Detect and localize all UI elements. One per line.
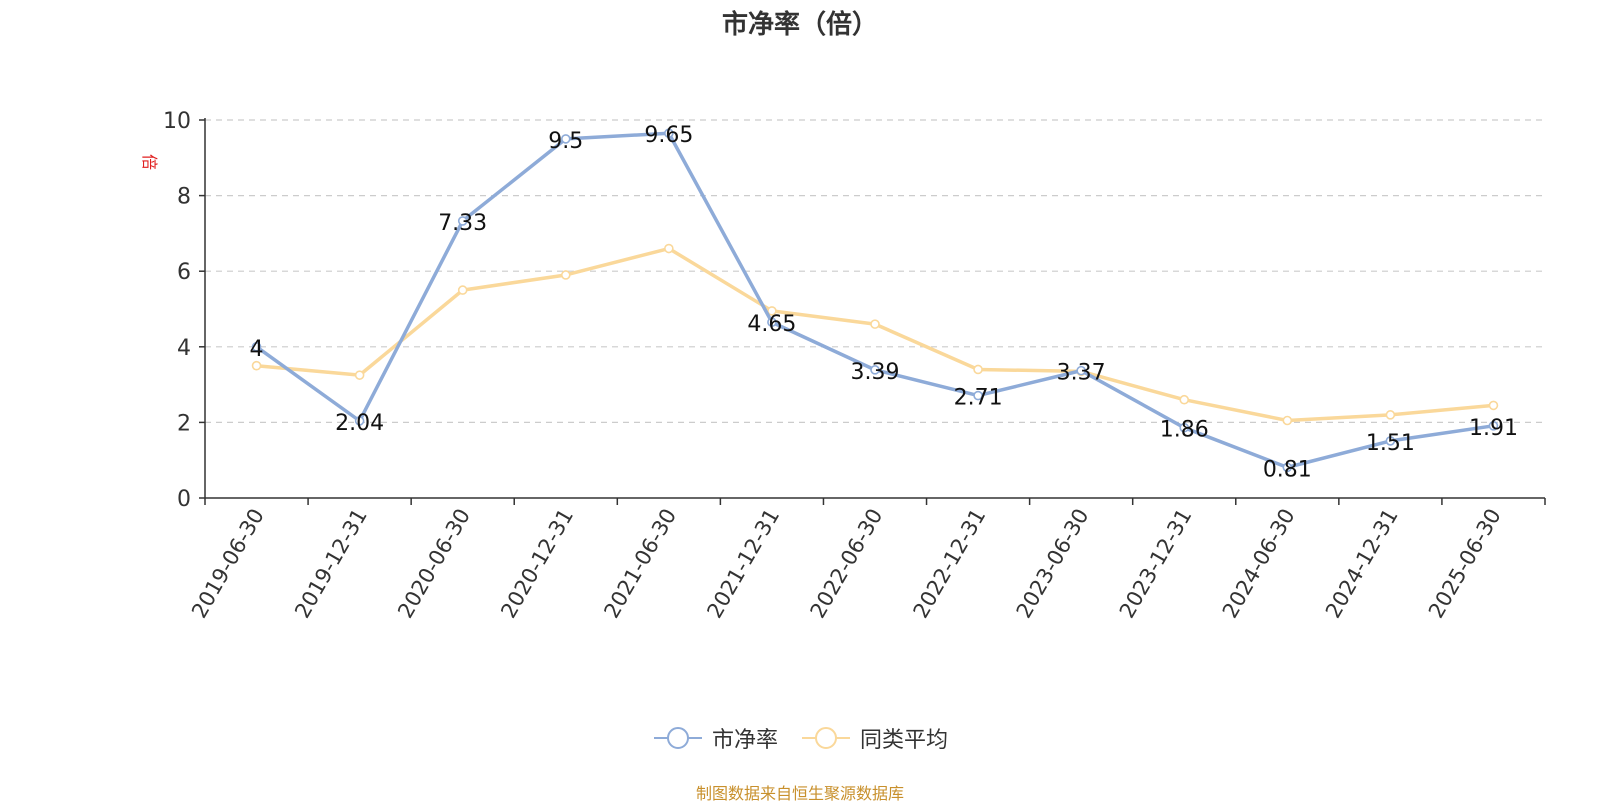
data-label: 9.5 <box>548 129 583 154</box>
source-note: 制图数据来自恒生聚源数据库 <box>695 784 904 803</box>
legend: 市净率 同类平均 <box>0 722 1600 754</box>
data-point[interactable] <box>1488 400 1499 411</box>
y-tick-label: 8 <box>177 185 191 210</box>
legend-item-peer-average[interactable]: 同类平均 <box>800 722 948 754</box>
y-tick-label: 0 <box>177 487 191 512</box>
data-point[interactable] <box>664 243 674 254</box>
data-label: 1.86 <box>1160 418 1209 443</box>
data-point[interactable] <box>870 365 880 375</box>
data-label: 1.91 <box>1469 416 1518 441</box>
x-tick-label: 2019-06-30 <box>187 505 269 623</box>
data-label: 1.51 <box>1366 431 1415 456</box>
data-point[interactable] <box>973 390 983 401</box>
x-tick-label: 2023-12-31 <box>1115 505 1197 623</box>
legend-swatch-icon <box>802 727 850 749</box>
data-point[interactable] <box>457 216 468 226</box>
data-label: 9.65 <box>644 123 693 148</box>
data-label: 2.04 <box>335 411 384 436</box>
data-point[interactable] <box>767 317 777 328</box>
legend-label: 同类平均 <box>860 728 949 753</box>
x-tick-label: 2024-06-30 <box>1218 505 1300 623</box>
x-tick-label: 2020-06-30 <box>393 505 475 623</box>
chart-title: 市净率（倍） <box>721 10 878 40</box>
data-point[interactable] <box>354 370 365 380</box>
data-point[interactable] <box>1385 436 1396 446</box>
data-point[interactable] <box>1282 462 1293 473</box>
data-label: 7.33 <box>438 211 487 236</box>
data-label: 2.71 <box>954 386 1003 411</box>
y-axis-title: 倍 <box>140 154 159 170</box>
data-point[interactable] <box>870 319 880 329</box>
data-point[interactable] <box>1488 421 1499 431</box>
x-tick-label: 2021-12-31 <box>702 505 784 623</box>
x-tick-label: 2022-12-31 <box>909 505 991 623</box>
y-tick-label: 6 <box>177 260 191 285</box>
data-point[interactable] <box>354 416 365 426</box>
data-label: 3.39 <box>851 360 900 385</box>
data-point[interactable] <box>767 306 777 316</box>
data-point[interactable] <box>251 341 262 352</box>
data-label: 3.37 <box>1057 361 1106 386</box>
data-point[interactable] <box>251 360 262 371</box>
data-point[interactable] <box>973 364 983 375</box>
legend-swatch-icon <box>653 727 702 749</box>
x-tick-label: 2023-06-30 <box>1012 505 1094 623</box>
series-line-pb-ratio <box>255 131 1494 470</box>
y-tick-label: 10 <box>163 109 191 134</box>
data-point[interactable] <box>560 134 571 144</box>
data-label: 0.81 <box>1263 457 1312 482</box>
data-point[interactable] <box>560 270 571 280</box>
x-tick-label: 2020-12-31 <box>496 505 578 623</box>
y-tick-label: 2 <box>177 411 191 436</box>
data-label: 4 <box>250 337 264 362</box>
x-tick-label: 2024-12-31 <box>1321 505 1403 623</box>
data-point[interactable] <box>1179 394 1190 405</box>
data-label: 4.65 <box>747 312 796 337</box>
legend-item-pb-ratio[interactable]: 市净率 <box>652 722 778 754</box>
data-point[interactable] <box>1179 422 1190 433</box>
x-tick-label: 2019-12-31 <box>290 505 372 623</box>
data-point[interactable] <box>457 285 468 295</box>
x-tick-label: 2025-06-30 <box>1424 505 1506 623</box>
legend-label: 市净率 <box>711 728 778 753</box>
series-line-peer-average <box>256 246 1494 423</box>
x-tick-label: 2022-06-30 <box>806 505 888 623</box>
x-tick-label: 2021-06-30 <box>599 505 681 623</box>
data-point[interactable] <box>1385 410 1396 420</box>
data-point[interactable] <box>1282 415 1293 426</box>
y-tick-label: 4 <box>177 336 191 361</box>
data-point[interactable] <box>1076 365 1086 376</box>
data-point[interactable] <box>664 128 674 139</box>
